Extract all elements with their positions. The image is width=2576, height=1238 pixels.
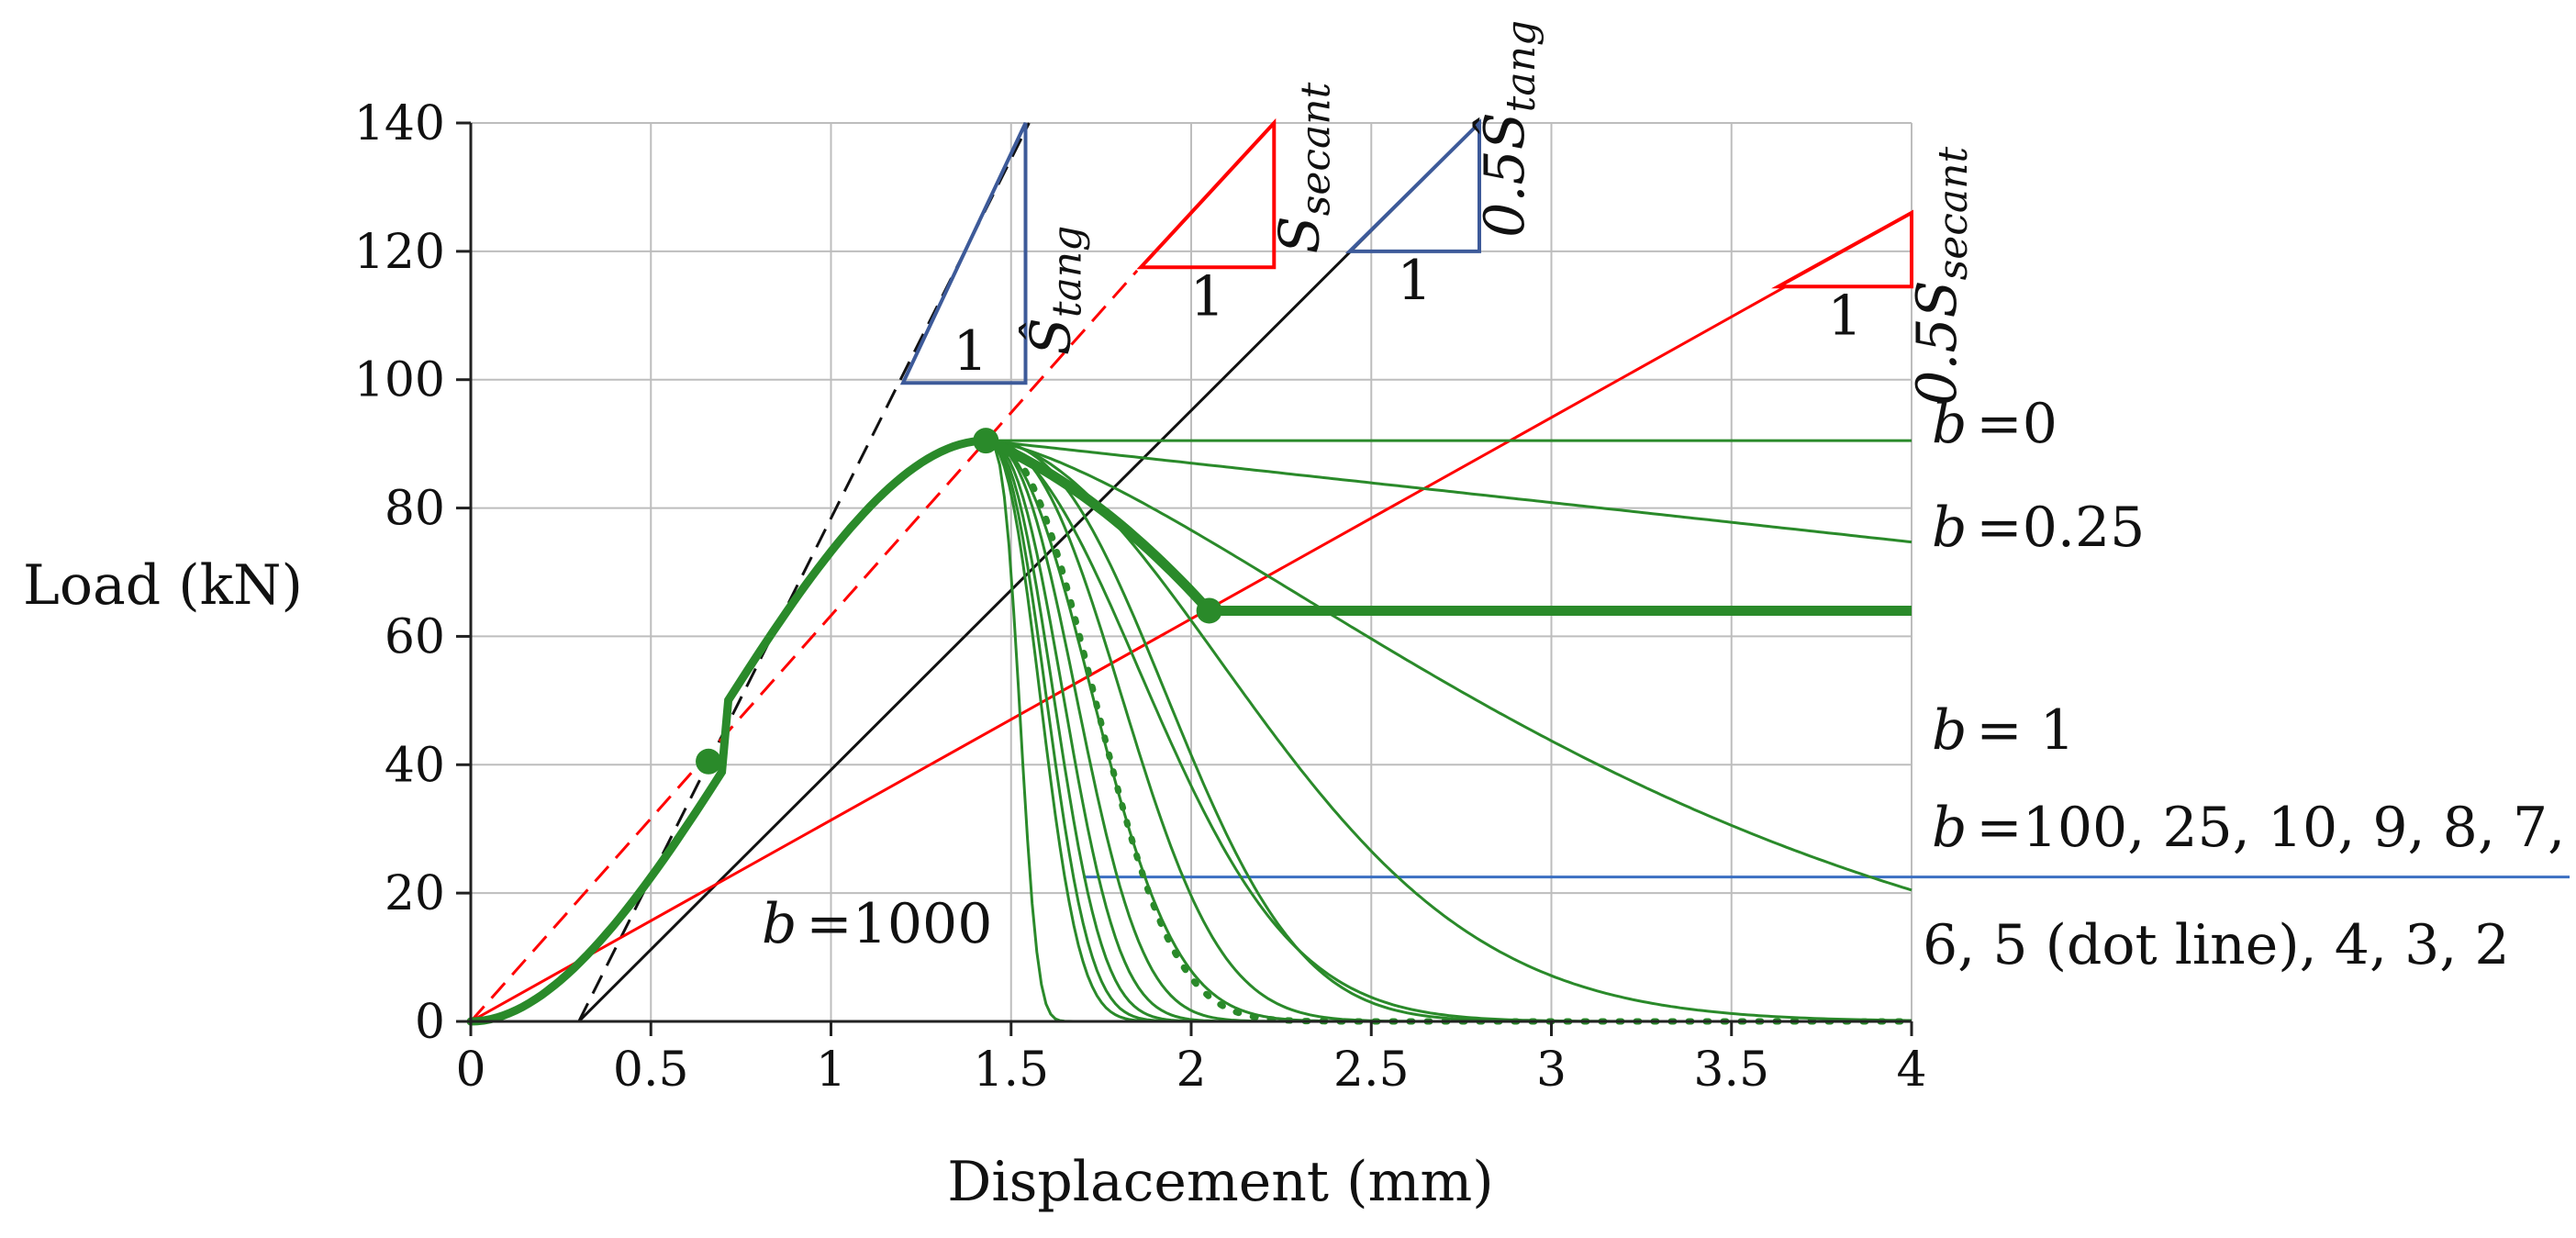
y-axis-title: Load (kN) <box>23 553 303 618</box>
reference-lines <box>469 121 2570 1023</box>
y-tick-label: 100 <box>354 353 445 408</box>
x-tick-label: 0.5 <box>613 1043 689 1098</box>
b-quarter-value: =0.25 <box>1976 496 2145 560</box>
residual-thick-path <box>984 436 1912 616</box>
b-thousand-annotation: b =1000 <box>762 892 992 956</box>
secant-slope-triangle <box>1136 117 1277 270</box>
svg-text:b=100, 25, 10, 9, 8, 7,: b =100, 25, 10, 9, 8, 7, <box>1932 796 2565 860</box>
y-tick-label: 140 <box>354 96 445 151</box>
svg-text:b= 1: b = 1 <box>1932 698 2075 763</box>
b-list-annotation: b =100, 25, 10, 9, 8, 7, 6, 5 (dot line),… <box>1923 796 2565 977</box>
x-tick-label: 4 <box>1896 1043 1926 1098</box>
b-symbol: b <box>1932 496 1967 560</box>
b-symbol: b <box>1932 392 1967 456</box>
slope-subscript: secant <box>1930 147 1977 281</box>
b-thousand-value: =1000 <box>806 892 992 956</box>
y-tick-label: 60 <box>385 609 445 664</box>
svg-text:b=1000: b =1000 <box>762 892 992 956</box>
b-one-annotation: b = 1 <box>1932 698 2075 763</box>
secant-half-slope-label: 0.5Ssecant <box>1905 147 1977 406</box>
b-list-line2: 6, 5 (dot line), 4, 3, 2 <box>1923 913 2510 977</box>
x-tick-label: 2.5 <box>1333 1043 1410 1098</box>
x-tick-label: 3 <box>1536 1043 1567 1098</box>
softening-curve-b-0_25 <box>986 439 1912 544</box>
slope-symbol: Ŝ <box>1017 318 1083 355</box>
tangent-half-run-label: 1 <box>1397 249 1432 313</box>
x-tick-label: 2 <box>1176 1043 1206 1098</box>
secant-half-run-label: 1 <box>1827 284 1862 348</box>
tangent-half-slope-triangle <box>1344 118 1481 253</box>
y-tick-label: 0 <box>415 995 445 1050</box>
y-tick-label: 20 <box>385 866 445 921</box>
svg-text:b=0: b =0 <box>1932 392 2057 456</box>
slope-subscript: tang <box>1498 20 1544 112</box>
slope-subscript: secant <box>1292 82 1339 216</box>
tangent-slope-triangle <box>899 122 1028 385</box>
pre-peak-curve <box>466 436 990 1026</box>
y-tick-label: 80 <box>385 482 445 537</box>
x-axis-title: Displacement (mm) <box>947 1150 1493 1214</box>
secant-line <box>469 269 1139 1022</box>
softening-curve-b-1 <box>986 439 1912 892</box>
tangent-run-label: 1 <box>953 319 987 384</box>
slope-symbol: 0.5S <box>1905 280 1969 406</box>
inflection-point-marker <box>696 748 722 775</box>
softening-curve-b-2 <box>986 439 1912 1022</box>
slope-symbol: 0.5Ŝ <box>1471 112 1537 238</box>
tangent-half-slope-label: 0.5Ŝtang <box>1471 20 1544 238</box>
svg-text:b=0.25: b =0.25 <box>1932 496 2145 560</box>
secant-half-slope-triangle <box>1771 209 1913 289</box>
slope-subscript: tang <box>1043 226 1090 318</box>
grid <box>470 122 1912 1022</box>
b-zero-value: =0 <box>1976 392 2057 456</box>
residual-point-marker <box>1196 597 1222 624</box>
b-symbol: b <box>1932 698 1967 763</box>
b-symbol: b <box>762 892 797 956</box>
x-tick-label: 0 <box>455 1043 485 1098</box>
secant-run-label: 1 <box>1190 264 1225 329</box>
b-symbol: b <box>1932 796 1967 860</box>
b-one-value: = 1 <box>1976 698 2075 763</box>
tangent-slope-label: Ŝtang <box>1017 226 1090 356</box>
slope-symbol: S <box>1267 216 1332 253</box>
secant-slope-label: Ssecant <box>1267 82 1339 253</box>
y-tick-label: 120 <box>354 225 445 280</box>
y-tick-label: 40 <box>385 738 445 793</box>
secant-half-line <box>470 285 1787 1023</box>
b-list-line1: =100, 25, 10, 9, 8, 7, <box>1976 796 2565 860</box>
b-quarter-annotation: b =0.25 <box>1932 496 2145 560</box>
peak-point-marker <box>973 428 999 454</box>
x-tick-label: 1 <box>816 1043 846 1098</box>
x-tick-label: 3.5 <box>1693 1043 1769 1098</box>
b-zero-annotation: b =0 <box>1932 392 2057 456</box>
x-tick-label: 1.5 <box>973 1043 1049 1098</box>
